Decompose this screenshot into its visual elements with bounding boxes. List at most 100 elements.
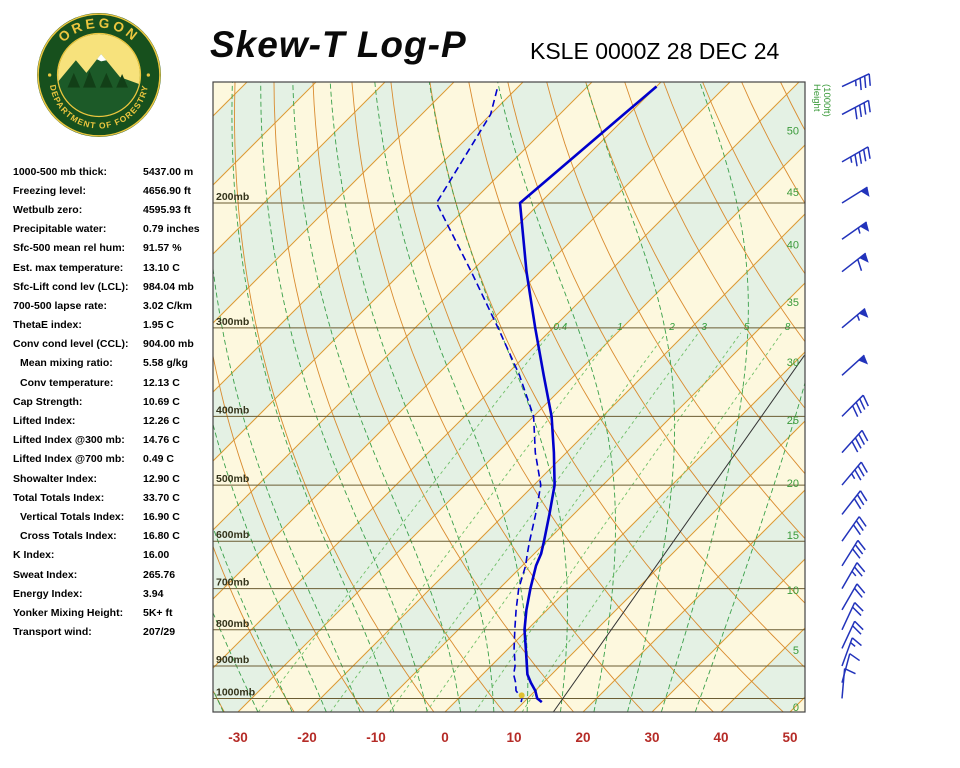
dry-adiabat bbox=[273, 82, 505, 712]
index-row: Wetbulb zero: 4595.93 ft bbox=[13, 200, 218, 219]
index-row: Freezing level: 4656.90 ft bbox=[13, 181, 218, 200]
moist-adiabat bbox=[292, 82, 462, 712]
index-value: 5437.00 m bbox=[143, 165, 194, 178]
index-row: Lifted Index: 12.26 C bbox=[13, 411, 218, 430]
index-value: 0.49 C bbox=[143, 453, 174, 466]
index-row: Total Totals Index: 33.70 C bbox=[13, 488, 218, 507]
height-axis-title-units: (1000ft) bbox=[821, 84, 832, 117]
odf-logo: OREGON DEPARTMENT OF FORESTRY bbox=[36, 12, 162, 138]
dry-adiabat bbox=[468, 82, 805, 669]
dry-adiabat bbox=[234, 82, 435, 712]
temp-axis-label: 40 bbox=[713, 730, 728, 745]
index-value: 16.80 C bbox=[143, 530, 180, 543]
index-label: Sweat Index: bbox=[13, 568, 78, 581]
wind-barb bbox=[841, 252, 869, 273]
dry-adiabat bbox=[390, 82, 714, 712]
station-datetime: KSLE 0000Z 28 DEC 24 bbox=[530, 38, 780, 64]
temp-axis-label: -30 bbox=[228, 730, 248, 745]
isotherm-line bbox=[0, 82, 109, 712]
index-value: 3.02 C/km bbox=[143, 299, 193, 312]
index-value: 3.94 bbox=[143, 587, 164, 600]
parcel-marker bbox=[518, 692, 525, 699]
index-value: 12.90 C bbox=[143, 472, 180, 485]
dewpoint-trace bbox=[435, 86, 542, 703]
index-value: 0.79 inches bbox=[143, 223, 200, 236]
isotherm-line bbox=[582, 489, 805, 712]
isotherm-band bbox=[213, 82, 247, 116]
wind-barb bbox=[841, 73, 871, 91]
index-row: Showalter Index: 12.90 C bbox=[13, 469, 218, 488]
wind-barb-column bbox=[841, 73, 871, 699]
dry-adiabat bbox=[429, 82, 784, 712]
wind-barb bbox=[841, 539, 866, 567]
index-label: Est. max temperature: bbox=[13, 261, 124, 274]
index-row: Conv temperature: 12.13 C bbox=[13, 373, 218, 392]
index-label: Wetbulb zero: bbox=[13, 203, 83, 216]
index-row: Est. max temperature: 13.10 C bbox=[13, 258, 218, 277]
isotherm-band bbox=[0, 82, 178, 712]
moist-adiabat bbox=[585, 82, 676, 712]
moist-adiabat bbox=[231, 82, 395, 712]
index-label: Precipitable water: bbox=[13, 223, 107, 236]
index-row: 700-500 lapse rate: 3.02 C/km bbox=[13, 296, 218, 315]
index-row: Sfc-Lift cond lev (LCL): 984.04 mb bbox=[13, 277, 218, 296]
mixing-ratio-line bbox=[474, 332, 742, 712]
isotherm-band bbox=[790, 697, 805, 712]
moist-adiabat bbox=[213, 422, 327, 712]
index-value: 4595.93 ft bbox=[143, 203, 191, 216]
wind-barb bbox=[841, 221, 870, 240]
temp-axis-label: 30 bbox=[644, 730, 659, 745]
index-label: Transport wind: bbox=[13, 626, 92, 639]
dry-adiabat bbox=[507, 82, 805, 604]
isotherm-line bbox=[213, 82, 455, 324]
index-row: Sweat Index: 265.76 bbox=[13, 565, 218, 584]
index-value: 10.69 C bbox=[143, 395, 180, 408]
index-row: Cross Totals Index: 16.80 C bbox=[13, 527, 218, 546]
height-axis-tick: 30 bbox=[787, 357, 799, 369]
index-label: Lifted Index @700 mb: bbox=[13, 453, 125, 466]
isotherm-line bbox=[213, 82, 248, 117]
dry-adiabat bbox=[312, 82, 574, 712]
moist-adiabat bbox=[260, 82, 428, 712]
temp-axis-label: 0 bbox=[441, 730, 449, 745]
index-label: Total Totals Index: bbox=[13, 491, 105, 504]
height-axis-tick: 50 bbox=[787, 125, 799, 137]
wind-barb bbox=[841, 490, 868, 515]
index-label: Lifted Index @300 mb: bbox=[13, 434, 125, 447]
index-value: 5.58 g/kg bbox=[143, 357, 188, 370]
temp-axis-label: -10 bbox=[366, 730, 386, 745]
index-row: Energy Index: 3.94 bbox=[13, 584, 218, 603]
reference-line bbox=[552, 354, 805, 712]
index-label: Lifted Index: bbox=[13, 415, 76, 428]
pressure-label: 200mb bbox=[216, 191, 249, 203]
wind-barb bbox=[841, 307, 869, 329]
index-label: 1000-500 mb thick: bbox=[13, 165, 107, 178]
temp-axis-label: 10 bbox=[506, 730, 521, 745]
wind-barb bbox=[841, 354, 869, 376]
isotherm-line bbox=[213, 82, 800, 669]
pressure-label: 500mb bbox=[216, 473, 249, 485]
height-axis-tick: 25 bbox=[787, 415, 799, 427]
height-axis-tick: 20 bbox=[787, 478, 799, 490]
dry-adiabat bbox=[546, 82, 805, 540]
height-axis-title: Height bbox=[811, 84, 822, 112]
wind-barb bbox=[841, 99, 871, 120]
moist-adiabat bbox=[213, 688, 224, 712]
index-value: 12.13 C bbox=[143, 376, 180, 389]
index-row: Cap Strength: 10.69 C bbox=[13, 392, 218, 411]
wind-barb bbox=[841, 146, 871, 167]
index-row: Vertical Totals Index: 16.90 C bbox=[13, 507, 218, 526]
index-value: 33.70 C bbox=[143, 491, 180, 504]
dry-adiabat bbox=[663, 82, 805, 343]
index-label: Energy Index: bbox=[13, 587, 83, 600]
page-title: Skew-T Log-P bbox=[210, 24, 467, 65]
index-value: 13.10 C bbox=[143, 261, 180, 274]
temp-axis-label: 20 bbox=[575, 730, 590, 745]
index-value: 1.95 C bbox=[143, 319, 174, 332]
index-row: ThetaE index: 1.95 C bbox=[13, 316, 218, 335]
wind-barb bbox=[841, 562, 866, 590]
isotherm-line bbox=[0, 82, 178, 712]
dry-adiabat bbox=[820, 82, 960, 712]
plot-area: 0.412358 bbox=[0, 82, 960, 712]
isotherm-line bbox=[213, 82, 731, 600]
